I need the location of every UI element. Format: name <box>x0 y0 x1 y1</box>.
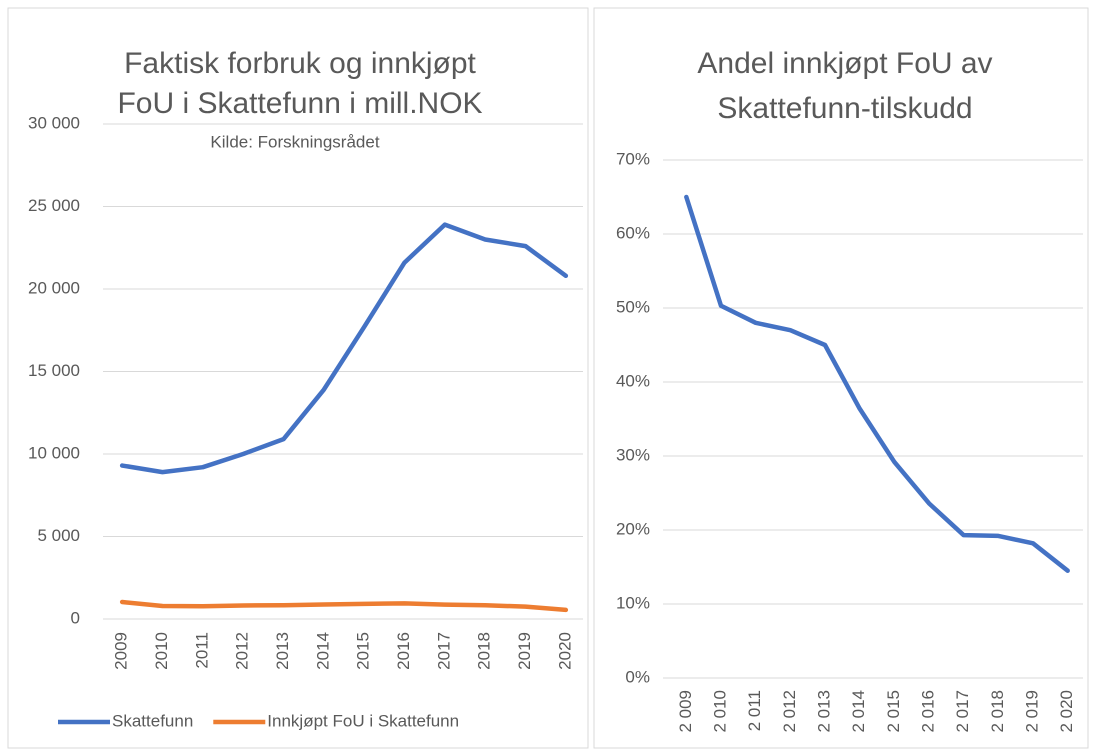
x-tick-label: 2019 <box>515 632 534 670</box>
y-tick-label: 30 000 <box>28 113 80 132</box>
x-tick-label: 2 009 <box>676 690 695 733</box>
legend-label: Innkjøpt FoU i Skattefunn <box>267 711 459 730</box>
y-tick-label: 30% <box>616 445 650 464</box>
x-tick-label: 2009 <box>112 632 131 670</box>
x-tick-label: 2014 <box>313 632 332 670</box>
panel-left <box>7 7 589 749</box>
x-tick-label: 2016 <box>394 632 413 670</box>
x-tick-label: 2 017 <box>953 690 972 733</box>
y-tick-label: 40% <box>616 371 650 390</box>
legend-label: Skattefunn <box>112 711 193 730</box>
chart-title: Skattefunn-tilskudd <box>717 92 972 125</box>
y-tick-label: 20% <box>616 519 650 538</box>
y-tick-label: 10 000 <box>28 443 80 462</box>
chart-title: FoU i Skattefunn i mill.NOK <box>117 87 482 120</box>
x-tick-label: 2 015 <box>884 690 903 733</box>
x-tick-label: 2 010 <box>710 690 729 733</box>
x-tick-label: 2020 <box>555 632 574 670</box>
y-tick-label: 70% <box>616 149 650 168</box>
y-tick-label: 25 000 <box>28 196 80 215</box>
series-line <box>119 599 569 613</box>
x-tick-label: 2012 <box>233 632 252 670</box>
y-tick-label: 15 000 <box>28 361 80 380</box>
x-tick-label: 2017 <box>434 632 453 670</box>
x-tick-label: 2018 <box>475 632 494 670</box>
x-tick-label: 2 013 <box>814 690 833 733</box>
x-tick-label: 2 016 <box>918 690 937 733</box>
y-tick-label: 5 000 <box>37 526 80 545</box>
chart-title: Faktisk forbruk og innkjøpt <box>124 47 476 80</box>
x-tick-label: 2013 <box>273 632 292 670</box>
x-tick-label: 2 018 <box>988 690 1007 733</box>
x-tick-label: 2011 <box>192 632 211 669</box>
y-tick-label: 60% <box>616 223 650 242</box>
series-line <box>119 222 569 475</box>
x-tick-label: 2 019 <box>1022 690 1041 733</box>
chart-title: Andel innkjøpt FoU av <box>697 47 992 80</box>
chart-subtitle: Kilde: Forskningsrådet <box>210 132 379 151</box>
x-tick-label: 2 014 <box>849 690 868 733</box>
x-tick-label: 2010 <box>152 632 171 670</box>
y-tick-label: 20 000 <box>28 278 80 297</box>
y-tick-label: 0% <box>625 667 650 686</box>
x-tick-label: 2 020 <box>1057 690 1076 733</box>
y-tick-label: 0 <box>71 608 80 627</box>
x-tick-label: 2015 <box>354 632 373 670</box>
x-tick-label: 2 011 <box>745 690 764 731</box>
y-tick-label: 10% <box>616 593 650 612</box>
y-tick-label: 50% <box>616 297 650 316</box>
x-tick-label: 2 012 <box>780 690 799 733</box>
series-line <box>684 194 1070 573</box>
